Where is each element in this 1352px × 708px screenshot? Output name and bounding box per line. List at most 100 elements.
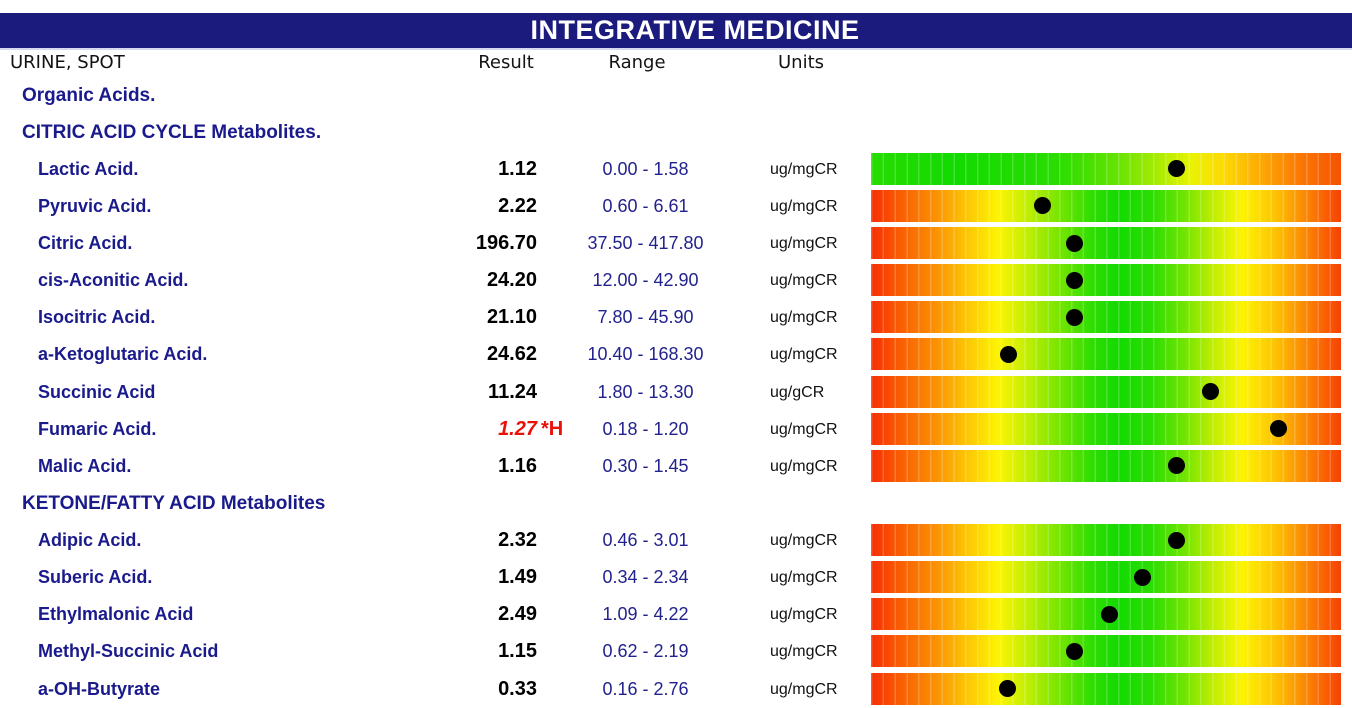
result-marker-dot [1270, 420, 1288, 438]
result-number: 1.12 [498, 157, 537, 180]
result-number: 1.15 [498, 640, 537, 663]
analyte-name-label: a-Ketoglutaric Acid. [38, 344, 208, 365]
reference-range-bar [871, 524, 1341, 556]
analyte-name-label: Succinic Acid [38, 381, 156, 402]
result-marker-dot [1167, 160, 1185, 178]
analyte-name-label: Suberic Acid. [38, 567, 153, 588]
analyte-name-label: cis-Aconitic Acid. [38, 270, 189, 291]
result-marker-dot [1168, 457, 1186, 475]
analyte-row: Lactic Acid. 1.12 0.00 - 1.58 ug/mgCR [0, 151, 1352, 188]
result-value: 1.16 [380, 448, 537, 485]
reference-range-text: 37.50 - 417.80 [587, 233, 704, 253]
result-number: 0.33 [498, 677, 537, 700]
result-number: 1.27 [498, 417, 537, 440]
high-flag: *H [541, 417, 564, 440]
units-label: ug/mgCR [770, 346, 838, 364]
reference-range-text: 0.60 - 6.61 [602, 195, 689, 216]
analyte-row: Adipic Acid. 2.32 0.46 - 3.01 ug/mgCR [0, 522, 1352, 559]
analyte-name-label: Methyl-Succinic Acid [38, 641, 219, 662]
units-label: ug/gCR [770, 383, 825, 401]
result-marker-dot [1133, 568, 1151, 586]
report-title: INTEGRATIVE MEDICINE [530, 15, 860, 45]
result-marker-dot [1066, 271, 1084, 289]
reference-range-text: 1.80 - 13.30 [597, 381, 694, 402]
analyte-row: a-OH-Butyrate 0.33 0.16 - 2.76 ug/mgCR [0, 671, 1352, 708]
analyte-row: Succinic Acid 11.24 1.80 - 13.30 ug/gCR [0, 374, 1352, 411]
units-label: ug/mgCR [770, 235, 838, 252]
analyte-name-label: Citric Acid. [38, 233, 133, 253]
reference-range-bar [871, 449, 1341, 482]
reference-range-bar [871, 375, 1341, 408]
reference-range-text: 7.80 - 45.90 [597, 307, 694, 328]
result-number: 196.70 [475, 232, 537, 254]
result-number: 2.32 [498, 529, 537, 551]
analyte-row: Malic Acid. 1.16 0.30 - 1.45 ug/mgCR [0, 448, 1352, 485]
reference-range-bar [871, 264, 1341, 297]
section-header-row: KETONE/FATTY ACID Metabolites [0, 485, 1352, 522]
analyte-row: Pyruvic Acid. 2.22 0.60 - 6.61 ug/mgCR [0, 188, 1352, 225]
result-value: 0.33 [380, 671, 537, 708]
analyte-row: Suberic Acid. 1.49 0.34 - 2.34 ug/mgCR [0, 559, 1352, 596]
result-marker-dot [1034, 197, 1052, 215]
result-value: 24.20 [380, 262, 537, 299]
result-marker-dot [1168, 531, 1186, 549]
units-label: ug/mgCR [770, 457, 838, 475]
column-header-range: Range [608, 52, 666, 73]
result-number: 21.10 [486, 306, 537, 329]
result-value: 2.49 [380, 596, 537, 633]
analyte-name-label: Adipic Acid. [38, 530, 142, 550]
reference-range-text: 12.00 - 42.90 [592, 270, 699, 291]
result-number: 2.22 [498, 194, 537, 217]
analyte-row: a-Ketoglutaric Acid. 24.62 10.40 - 168.30 u… [0, 336, 1352, 373]
reference-range-bar [871, 338, 1341, 371]
result-marker-dot [1201, 383, 1219, 400]
result-marker-dot [1066, 234, 1084, 252]
units-label: ug/mgCR [770, 606, 838, 624]
analyte-name-label: a-OH-Butyrate [38, 678, 161, 699]
analyte-name-label: Lactic Acid. [38, 158, 139, 179]
result-marker-dot [1066, 308, 1084, 326]
reference-range-bar [871, 561, 1341, 594]
reference-range-text: 0.18 - 1.20 [602, 418, 689, 439]
units-label: ug/mgCR [770, 643, 838, 661]
analyte-row: cis-Aconitic Acid. 24.20 12.00 - 42.90 ug/m… [0, 262, 1352, 299]
reference-range-text: 0.16 - 2.76 [602, 678, 689, 699]
result-number: 1.49 [498, 566, 537, 589]
analyte-name-label: Ethylmalonic Acid [38, 604, 194, 625]
section-header-label: KETONE/FATTY ACID Metabolites [22, 492, 326, 514]
analyte-name-label: Malic Acid. [38, 455, 132, 476]
analyte-row: Ethylmalonic Acid 2.49 1.09 - 4.22 ug/mgCR [0, 596, 1352, 633]
reference-range-text: 0.00 - 1.58 [602, 158, 689, 179]
analyte-row: Citric Acid. 196.70 37.50 - 417.80 ug/mgCR [0, 225, 1352, 262]
units-label: ug/mgCR [770, 532, 838, 549]
reference-range-bar [871, 301, 1341, 334]
reference-range-bar [871, 227, 1341, 259]
units-label: ug/mgCR [770, 420, 838, 438]
analyte-row: Isocitric Acid. 21.10 7.80 - 45.90 ug/mgCR [0, 299, 1352, 336]
column-header-row: URINE, SPOT Result Range Units [0, 50, 1352, 76]
reference-range-text: 10.40 - 168.30 [587, 344, 704, 365]
reference-range-bar [871, 598, 1341, 631]
reference-range-bar [871, 412, 1341, 445]
analyte-name-label: Pyruvic Acid. [38, 195, 152, 216]
reference-range-text: 0.46 - 3.01 [602, 530, 689, 550]
column-header-units: Units [777, 52, 825, 73]
result-value: 2.32 [380, 522, 537, 559]
result-value: 1.12 [380, 151, 537, 188]
analyte-name-label: Fumaric Acid. [38, 418, 157, 439]
units-label: ug/mgCR [770, 309, 838, 327]
analyte-row: Methyl-Succinic Acid 1.15 0.62 - 2.19 ug/mg… [0, 633, 1352, 670]
analyte-row: Fumaric Acid. 1.27 *H 0.18 - 1.20 ug/mgCR [0, 411, 1352, 448]
section-header-label: CITRIC ACID CYCLE Metabolites. [22, 121, 322, 143]
report-title-bar: INTEGRATIVE MEDICINE [0, 13, 1352, 50]
reference-range-text: 0.30 - 1.45 [602, 455, 689, 476]
reference-range-text: 1.09 - 4.22 [602, 604, 689, 625]
result-value: 1.15 [380, 633, 537, 670]
section-header-label: Organic Acids. [22, 84, 156, 106]
units-label: ug/mgCR [770, 160, 838, 178]
result-number: 2.49 [498, 603, 537, 626]
result-value: 24.62 [380, 336, 537, 373]
units-label: ug/mgCR [770, 569, 838, 587]
specimen-label: URINE, SPOT [10, 52, 125, 73]
